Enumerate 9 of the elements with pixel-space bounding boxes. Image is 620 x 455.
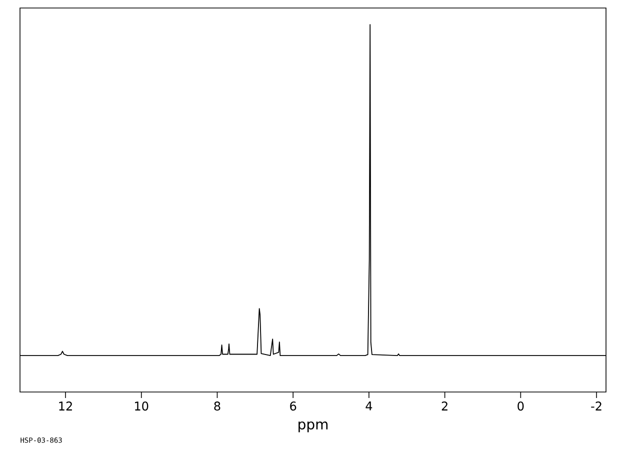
x-axis-title: ppm [298,421,328,432]
x-tick-label: 8 [214,402,220,411]
x-tick-label: 0 [518,402,524,411]
x-tick-label: 2 [442,402,448,410]
x-tick-label: 4 [366,402,372,410]
x-tick-label: -2 [591,402,602,410]
x-tick-label: 12 [59,402,72,410]
x-tick-label: 10 [135,402,148,411]
x-tick-label: 6 [290,402,296,411]
